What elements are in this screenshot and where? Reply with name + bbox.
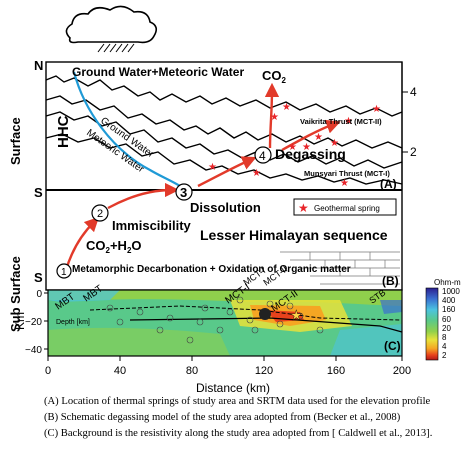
panel-a-label: (A) <box>380 177 397 191</box>
hhc-label: HHC <box>55 115 72 148</box>
svg-text:★: ★ <box>330 138 339 149</box>
panel-c-label: (C) <box>384 339 401 353</box>
metamorphic-label: Metamorphic Decarbonation + Oxidation of… <box>72 264 351 275</box>
svg-text:★: ★ <box>340 178 349 189</box>
resistivity-tick-1: 400 <box>442 296 456 305</box>
resistivity-tick-0: 1000 <box>442 287 460 296</box>
dissolution-label: Dissolution <box>190 200 261 215</box>
panel-b-label: (B) <box>382 274 399 288</box>
caption-c: (C) Background is the resistivity along … <box>44 428 433 439</box>
distance-tick-1: 40 <box>114 365 126 377</box>
resistivity-tick-3: 60 <box>442 315 451 324</box>
x-axis-label: Distance (km) <box>196 381 270 395</box>
svg-text:★: ★ <box>252 168 261 179</box>
svg-text:★: ★ <box>372 104 381 115</box>
svg-text:★: ★ <box>302 142 311 153</box>
legend: ★ Geothermal spring <box>293 198 397 216</box>
km-axis-label: Km <box>13 312 27 330</box>
resistivity-panel: ★ <box>48 290 403 356</box>
depth-tick-0: 0 <box>36 289 42 300</box>
ground-water-flow <box>72 71 181 187</box>
cloud-icon <box>65 5 158 53</box>
depth-km-label: Depth [km] <box>56 319 90 326</box>
resistivity-tick-4: 20 <box>442 324 451 333</box>
south-label-1: S <box>34 185 43 200</box>
resistivity-tick-6: 4 <box>442 342 447 351</box>
co2-label: CO2 <box>262 68 287 85</box>
ground-water-label: Ground Water+Meteoric Water <box>72 65 244 79</box>
svg-text:★: ★ <box>344 116 353 127</box>
right-elevation-axis: 4 2 <box>401 62 417 190</box>
surface-label: Surface <box>8 117 23 165</box>
degassing-arrows <box>64 82 341 271</box>
step-4: 4 <box>259 149 266 163</box>
caption-a: (A) Location of thermal springs of study… <box>44 396 431 407</box>
lesser-himalayan-label: Lesser Himalayan sequence <box>200 227 388 243</box>
caption-b: (B) Schematic degassing model of the stu… <box>44 412 401 423</box>
svg-text:★: ★ <box>282 102 291 113</box>
elevation-tick-0: 4 <box>410 85 417 99</box>
distance-tick-4: 160 <box>327 365 345 377</box>
legend-geothermal: Geothermal spring <box>314 204 380 213</box>
step-2: 2 <box>97 208 103 220</box>
resistivity-tick-7: 2 <box>442 351 447 360</box>
depth-axis: 0 −20 −40 <box>25 289 48 356</box>
svg-text:★: ★ <box>208 162 217 173</box>
svg-text:★: ★ <box>314 132 323 143</box>
resistivity-star-icon: ★ <box>290 308 303 324</box>
geothermal-spring-stars: ★★ ★ ★★★ ★★★ ★★ <box>208 102 381 189</box>
co2-h2o-label: CO2+H2O <box>86 238 142 255</box>
step-circles <box>56 146 272 279</box>
depth-tick-1: −20 <box>25 317 42 328</box>
munsyari-label: Munsyari Thrust (MCT-I) <box>304 169 390 178</box>
resistivity-tick-5: 8 <box>442 333 447 342</box>
ohm-m-label: Ohm-m <box>434 278 461 287</box>
step-3: 3 <box>180 185 187 200</box>
vaikrita-label: Vaikrita Thrust (MCT-II) <box>300 117 382 126</box>
distance-tick-2: 80 <box>186 365 198 377</box>
svg-text:★: ★ <box>288 142 297 153</box>
resistivity-tick-2: 160 <box>442 305 456 314</box>
immiscibility-label: Immiscibility <box>112 218 192 233</box>
elevation-tick-1: 2 <box>410 145 417 159</box>
distance-tick-5: 200 <box>393 365 411 377</box>
step-1: 1 <box>61 267 67 278</box>
north-label: N <box>34 58 43 73</box>
south-label-2: S <box>34 270 43 285</box>
lesser-himalayan-hatching <box>280 251 400 285</box>
distance-tick-0: 0 <box>45 365 51 377</box>
depth-tick-2: −40 <box>25 345 42 356</box>
sub-surface-label: Sub Surface <box>8 256 23 332</box>
svg-text:★: ★ <box>270 112 279 123</box>
distance-axis: 0 40 80 120 160 200 <box>45 356 411 377</box>
degassing-label: Degassing <box>275 146 346 162</box>
terrain-profiles <box>45 75 403 185</box>
distance-tick-3: 120 <box>255 365 273 377</box>
legend-star-icon: ★ <box>298 201 309 215</box>
